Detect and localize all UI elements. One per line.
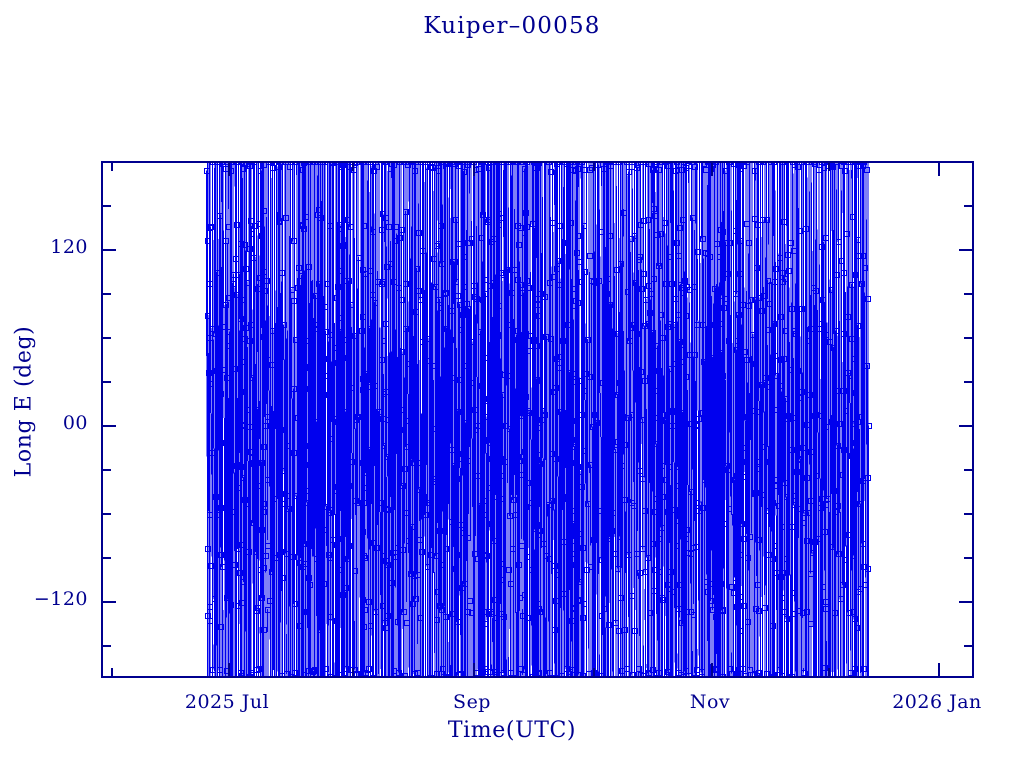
longitude-time-series	[203, 163, 873, 676]
y-minor-tick	[103, 557, 111, 559]
y-minor-tick-right	[964, 381, 972, 383]
y-minor-tick	[103, 469, 111, 471]
y-axis-title: Long E (deg)	[11, 325, 37, 478]
x-axis-title: Time(UTC)	[447, 718, 577, 743]
y-major-tick	[103, 601, 116, 603]
y-major-tick	[103, 249, 116, 251]
y-minor-tick-right	[964, 513, 972, 515]
y-minor-tick	[103, 337, 111, 339]
y-minor-tick-right	[964, 293, 972, 295]
x-tick-label: Sep	[453, 691, 491, 713]
series-markers	[203, 163, 873, 676]
plot-data-area	[103, 163, 972, 676]
x-minor-tick	[593, 163, 595, 171]
x-major-tick	[938, 163, 940, 176]
x-tick-label: Nov	[689, 691, 731, 713]
y-major-tick-right	[959, 249, 972, 251]
x-tick-labels: 2025 Jul Sep Nov 2026 Jan	[0, 691, 1024, 719]
y-minor-tick	[103, 381, 111, 383]
y-minor-tick	[103, 645, 111, 647]
y-minor-tick-right	[964, 337, 972, 339]
y-major-tick-right	[959, 425, 972, 427]
x-major-tick-bottom	[228, 663, 230, 676]
x-major-tick-bottom	[473, 663, 475, 676]
x-tick-label: 2025 Jul	[184, 691, 270, 713]
x-major-tick-bottom	[938, 663, 940, 676]
y-minor-tick-right	[964, 557, 972, 559]
x-minor-tick-bottom	[352, 668, 354, 676]
x-minor-tick-bottom	[593, 668, 595, 676]
y-tick-label: 120	[50, 235, 88, 258]
x-major-tick	[711, 163, 713, 176]
x-minor-tick	[828, 163, 830, 171]
y-minor-tick	[103, 513, 111, 515]
y-minor-tick	[103, 205, 111, 207]
y-major-tick-right	[959, 601, 972, 603]
x-minor-tick-bottom	[828, 668, 830, 676]
y-minor-tick-right	[964, 469, 972, 471]
y-minor-tick-right	[964, 205, 972, 207]
plot-frame	[101, 161, 974, 678]
y-minor-tick	[103, 293, 111, 295]
x-minor-tick	[111, 163, 113, 171]
x-tick-label: 2026 Jan	[892, 691, 982, 713]
x-minor-tick	[352, 163, 354, 171]
page-title: Kuiper–00058	[423, 13, 601, 39]
x-minor-tick-bottom	[111, 668, 113, 676]
x-major-tick	[228, 163, 230, 176]
y-tick-label: 00	[62, 411, 88, 434]
y-minor-tick-right	[964, 645, 972, 647]
x-major-tick	[473, 163, 475, 176]
y-major-tick	[103, 425, 116, 427]
x-major-tick-bottom	[711, 663, 713, 676]
y-tick-label: −120	[33, 587, 88, 610]
y-tick-labels: 120 00 −120	[0, 161, 88, 678]
